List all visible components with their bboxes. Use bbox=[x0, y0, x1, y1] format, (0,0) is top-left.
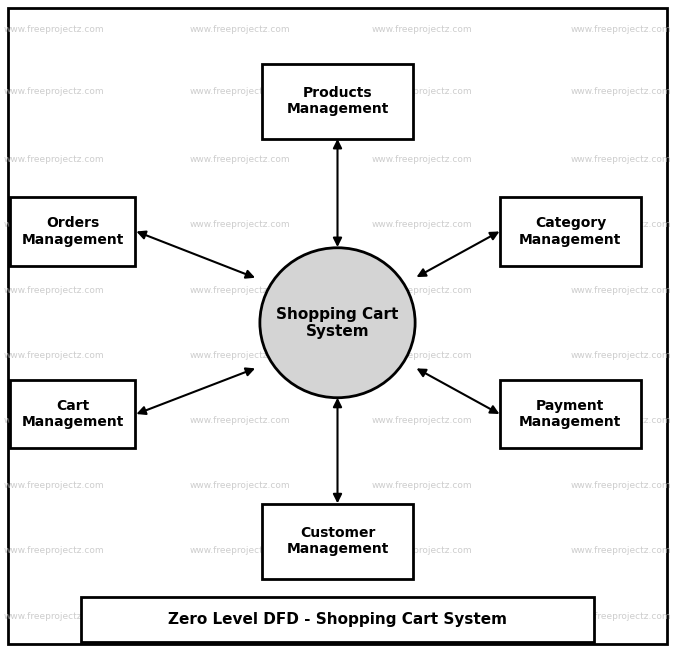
Bar bbox=[261, 503, 413, 579]
Bar bbox=[11, 197, 135, 266]
Text: www.freeprojectz.com: www.freeprojectz.com bbox=[570, 286, 672, 295]
Text: www.freeprojectz.com: www.freeprojectz.com bbox=[3, 416, 105, 425]
Text: Category
Management: Category Management bbox=[519, 216, 622, 246]
Text: www.freeprojectz.com: www.freeprojectz.com bbox=[3, 87, 105, 96]
Text: www.freeprojectz.com: www.freeprojectz.com bbox=[371, 546, 472, 556]
Text: www.freeprojectz.com: www.freeprojectz.com bbox=[189, 481, 290, 490]
Text: www.freeprojectz.com: www.freeprojectz.com bbox=[570, 416, 672, 425]
Text: www.freeprojectz.com: www.freeprojectz.com bbox=[371, 87, 472, 96]
Text: www.freeprojectz.com: www.freeprojectz.com bbox=[371, 612, 472, 621]
Text: www.freeprojectz.com: www.freeprojectz.com bbox=[3, 351, 105, 360]
Bar bbox=[11, 379, 135, 449]
Text: www.freeprojectz.com: www.freeprojectz.com bbox=[570, 546, 672, 556]
Text: www.freeprojectz.com: www.freeprojectz.com bbox=[189, 286, 290, 295]
Text: www.freeprojectz.com: www.freeprojectz.com bbox=[371, 220, 472, 230]
Text: www.freeprojectz.com: www.freeprojectz.com bbox=[3, 612, 105, 621]
Text: www.freeprojectz.com: www.freeprojectz.com bbox=[189, 25, 290, 34]
Text: www.freeprojectz.com: www.freeprojectz.com bbox=[570, 351, 672, 360]
Text: www.freeprojectz.com: www.freeprojectz.com bbox=[189, 87, 290, 96]
Text: www.freeprojectz.com: www.freeprojectz.com bbox=[189, 416, 290, 425]
Text: www.freeprojectz.com: www.freeprojectz.com bbox=[3, 481, 105, 490]
Bar bbox=[81, 597, 594, 642]
Text: www.freeprojectz.com: www.freeprojectz.com bbox=[371, 155, 472, 164]
Text: www.freeprojectz.com: www.freeprojectz.com bbox=[3, 25, 105, 34]
Bar bbox=[500, 379, 641, 449]
Text: www.freeprojectz.com: www.freeprojectz.com bbox=[189, 546, 290, 556]
Text: www.freeprojectz.com: www.freeprojectz.com bbox=[3, 546, 105, 556]
Text: Orders
Management: Orders Management bbox=[22, 216, 124, 246]
Text: www.freeprojectz.com: www.freeprojectz.com bbox=[189, 612, 290, 621]
Text: www.freeprojectz.com: www.freeprojectz.com bbox=[371, 286, 472, 295]
Text: Customer
Management: Customer Management bbox=[286, 526, 389, 556]
Text: www.freeprojectz.com: www.freeprojectz.com bbox=[3, 286, 105, 295]
Text: www.freeprojectz.com: www.freeprojectz.com bbox=[570, 220, 672, 230]
Text: www.freeprojectz.com: www.freeprojectz.com bbox=[570, 25, 672, 34]
Text: www.freeprojectz.com: www.freeprojectz.com bbox=[371, 416, 472, 425]
Text: www.freeprojectz.com: www.freeprojectz.com bbox=[570, 155, 672, 164]
Text: Payment
Management: Payment Management bbox=[519, 399, 622, 429]
Text: www.freeprojectz.com: www.freeprojectz.com bbox=[570, 87, 672, 96]
Bar bbox=[261, 64, 413, 139]
Text: www.freeprojectz.com: www.freeprojectz.com bbox=[371, 351, 472, 360]
Text: www.freeprojectz.com: www.freeprojectz.com bbox=[3, 155, 105, 164]
Circle shape bbox=[260, 248, 415, 398]
Text: www.freeprojectz.com: www.freeprojectz.com bbox=[189, 220, 290, 230]
Text: Shopping Cart
System: Shopping Cart System bbox=[276, 306, 399, 339]
Text: www.freeprojectz.com: www.freeprojectz.com bbox=[570, 612, 672, 621]
Text: www.freeprojectz.com: www.freeprojectz.com bbox=[189, 155, 290, 164]
Bar bbox=[500, 197, 641, 266]
Text: Products
Management: Products Management bbox=[286, 86, 389, 116]
Text: www.freeprojectz.com: www.freeprojectz.com bbox=[371, 25, 472, 34]
Text: www.freeprojectz.com: www.freeprojectz.com bbox=[189, 351, 290, 360]
Text: Cart
Management: Cart Management bbox=[22, 399, 124, 429]
Text: www.freeprojectz.com: www.freeprojectz.com bbox=[570, 481, 672, 490]
Text: www.freeprojectz.com: www.freeprojectz.com bbox=[3, 220, 105, 230]
Text: www.freeprojectz.com: www.freeprojectz.com bbox=[371, 481, 472, 490]
Text: Zero Level DFD - Shopping Cart System: Zero Level DFD - Shopping Cart System bbox=[168, 612, 507, 627]
